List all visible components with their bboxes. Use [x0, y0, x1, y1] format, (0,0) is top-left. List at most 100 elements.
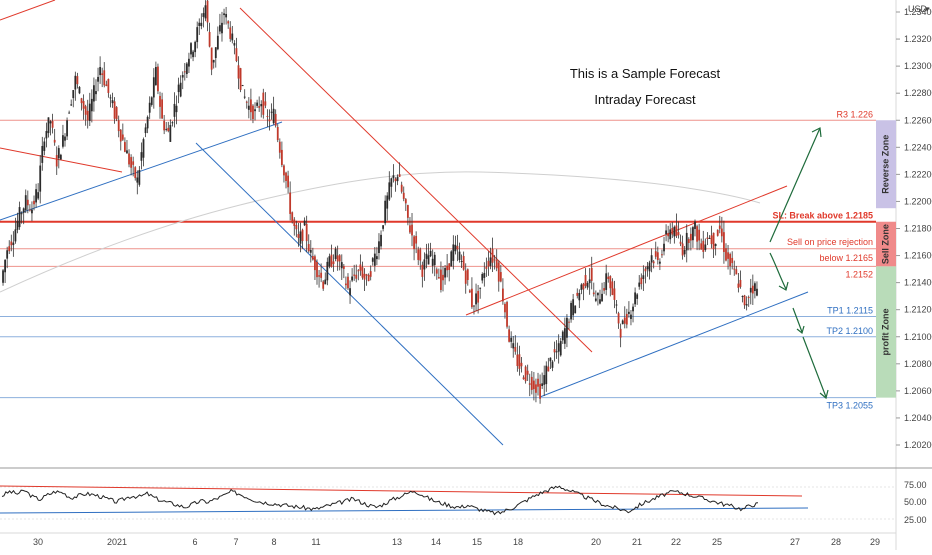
candle-body — [483, 272, 486, 278]
candle-body — [188, 58, 190, 67]
price-tick-label: 1.22200 — [904, 169, 932, 179]
candle-body — [708, 237, 711, 239]
candle-body — [737, 283, 740, 288]
candle-body — [43, 141, 46, 151]
candle-body — [720, 228, 723, 237]
candle-body — [219, 25, 221, 32]
candle-body — [642, 275, 645, 279]
candle-body — [291, 212, 294, 223]
candle-body — [471, 288, 473, 308]
candle-body — [198, 22, 201, 26]
candle-body — [210, 47, 213, 70]
candle-body — [355, 274, 358, 279]
candle-body — [431, 258, 434, 266]
level-label: 1.2152 — [845, 269, 873, 279]
candle-body — [615, 304, 618, 306]
candle-body — [384, 200, 387, 224]
time-axis[interactable]: 30 2021 6 7 8 11 13 14 15 18 20 21 22 25 27 28 29 — [33, 537, 880, 547]
candle-body — [675, 225, 678, 237]
candle-body — [628, 311, 630, 314]
candle-body — [433, 254, 436, 266]
candle-body — [285, 172, 287, 181]
candle-body — [508, 329, 510, 342]
candle-body — [18, 207, 21, 228]
candle-body — [425, 253, 428, 259]
candle-body — [311, 256, 314, 260]
candle-body — [45, 130, 48, 139]
candle-body — [4, 259, 6, 273]
time-tick-label: 25 — [712, 537, 722, 547]
price-tick-label: 1.20200 — [904, 440, 932, 450]
candle-body — [361, 267, 364, 278]
candle-body — [171, 122, 174, 124]
candle-body — [322, 281, 325, 289]
candle-body — [700, 243, 703, 250]
candle-body — [485, 266, 488, 269]
price-tick-label: 1.21800 — [904, 224, 932, 234]
candle-body — [126, 150, 128, 154]
candle-body — [378, 241, 380, 254]
candle-body — [233, 43, 236, 46]
time-tick-label: 20 — [591, 537, 601, 547]
candle-body — [80, 98, 83, 104]
price-tick-label: 1.20400 — [904, 413, 932, 423]
candle-body — [745, 304, 748, 306]
candle-body — [454, 244, 457, 252]
candle-body — [132, 161, 135, 165]
candle-body — [421, 264, 424, 277]
candle-body — [119, 129, 122, 142]
candle-body — [632, 306, 634, 312]
currency-chevron-icon[interactable]: ▾ — [925, 4, 930, 14]
candle-body — [468, 290, 471, 293]
candle-body — [161, 99, 163, 119]
candle-body — [109, 97, 112, 99]
candle-body — [514, 346, 517, 352]
candle-body — [402, 192, 405, 199]
candle-body — [200, 22, 203, 27]
price-axis[interactable]: 1.23400 1.23200 1.23000 1.22800 1.22600 1.224… — [896, 7, 932, 450]
candle-body — [365, 274, 368, 276]
rsi-tick-label: 75.00 — [904, 480, 927, 490]
candle-body — [669, 229, 672, 240]
candle-body — [392, 175, 395, 179]
candle-body — [427, 255, 430, 265]
candle-body — [714, 244, 717, 247]
candle-body — [324, 279, 327, 285]
candle-body — [712, 232, 715, 250]
candle-body — [41, 145, 44, 163]
candle-body — [111, 100, 114, 104]
candle-body — [475, 293, 477, 305]
candle-body — [506, 302, 508, 327]
candle-body — [37, 192, 40, 199]
candle-body — [462, 256, 465, 270]
candle-body — [570, 302, 572, 320]
candle-body — [524, 366, 527, 382]
candle-body — [446, 265, 449, 271]
candle-body — [262, 92, 265, 115]
candle-body — [223, 13, 225, 16]
candle-body — [227, 21, 230, 24]
candle-body — [749, 287, 752, 293]
zone-band — [876, 266, 896, 398]
candle-body — [330, 254, 333, 267]
candle-body — [739, 279, 742, 287]
candle-body — [723, 232, 725, 252]
candle-body — [671, 228, 674, 235]
candle-body — [97, 76, 99, 82]
candle-body — [138, 170, 141, 185]
candle-body — [260, 104, 263, 107]
rsi-tick-label: 25.00 — [904, 515, 927, 525]
candle-body — [557, 343, 560, 352]
zone-band — [876, 120, 896, 209]
candle-body — [415, 235, 418, 244]
candle-body — [6, 250, 9, 259]
candle-body — [163, 120, 166, 131]
trendline-red-rising — [465, 185, 788, 316]
zone-labels: Reverse Zone Sell Zone profit Zone — [880, 135, 890, 356]
candle-body — [551, 361, 554, 368]
candle-body — [458, 251, 461, 260]
price-tick-label: 1.21600 — [904, 251, 932, 261]
candle-body — [747, 296, 750, 298]
